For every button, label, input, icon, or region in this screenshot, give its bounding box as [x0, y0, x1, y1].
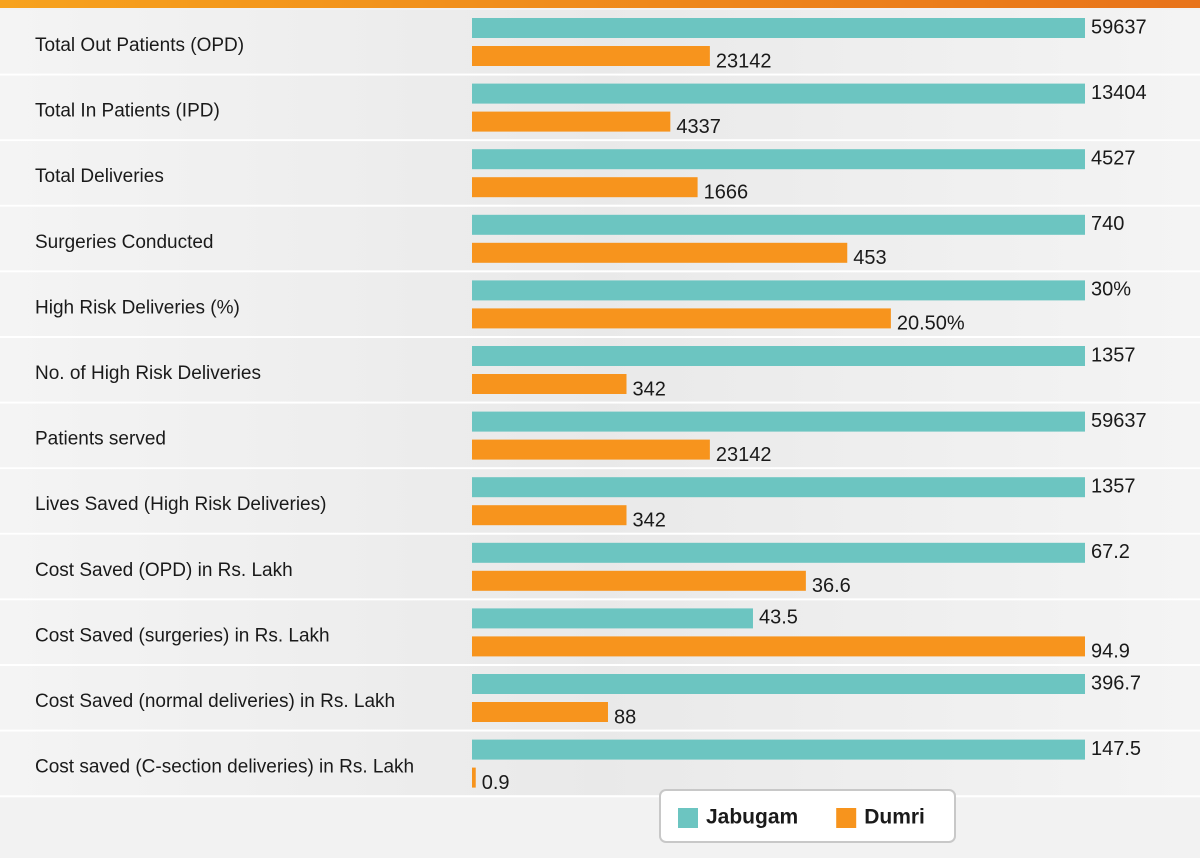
- bar: [472, 214, 1085, 235]
- bar: [472, 570, 806, 591]
- bar: [472, 346, 1085, 366]
- category-label: Cost saved (C-section deliveries) in Rs.…: [35, 757, 414, 778]
- bar: [472, 702, 608, 722]
- bar: [472, 83, 1085, 104]
- bar: [472, 505, 627, 526]
- category-label: Cost Saved (normal deliveries) in Rs. La…: [35, 691, 395, 712]
- bar: [472, 242, 848, 263]
- value-label: 23142: [716, 50, 772, 72]
- value-label: 342: [632, 378, 665, 400]
- category-label: Surgeries Conducted: [35, 232, 214, 253]
- bar: [472, 477, 1085, 498]
- legend-swatch: [678, 808, 698, 828]
- category-label: Cost Saved (surgeries) in Rs. Lakh: [35, 625, 330, 646]
- value-label: 20.50%: [897, 313, 965, 335]
- legend-label: Dumri: [864, 806, 925, 829]
- category-label: Patients served: [35, 429, 166, 450]
- bar: [472, 280, 1085, 301]
- value-label: 59637: [1091, 16, 1147, 38]
- value-label: 0.9: [482, 772, 510, 794]
- category-label: Total Out Patients (OPD): [35, 35, 244, 56]
- category-label: Lives Saved (High Risk Deliveries): [35, 494, 326, 515]
- bar: [472, 767, 476, 788]
- bar: [472, 46, 710, 66]
- bar: [472, 177, 698, 198]
- value-label: 23142: [716, 444, 772, 466]
- value-label: 94.9: [1091, 641, 1130, 663]
- value-label: 1357: [1091, 344, 1136, 366]
- bar: [472, 149, 1085, 170]
- bar: [472, 411, 1085, 432]
- bar: [472, 636, 1085, 657]
- category-label: Total In Patients (IPD): [35, 101, 220, 122]
- value-label: 4337: [676, 116, 721, 138]
- value-label: 30%: [1091, 279, 1131, 301]
- bar: [472, 374, 627, 394]
- bar: [472, 18, 1085, 38]
- bar: [472, 111, 671, 132]
- legend-box: [659, 789, 956, 843]
- bar: [472, 674, 1085, 694]
- value-label: 43.5: [759, 607, 798, 629]
- category-label: High Risk Deliveries (%): [35, 297, 240, 318]
- value-label: 1357: [1091, 475, 1136, 497]
- legend-label: Jabugam: [706, 806, 798, 829]
- value-label: 13404: [1091, 82, 1147, 104]
- value-label: 453: [853, 247, 886, 269]
- bar: [472, 608, 753, 629]
- value-label: 147.5: [1091, 738, 1141, 760]
- value-label: 88: [614, 706, 636, 728]
- bar: [472, 542, 1085, 563]
- value-label: 4527: [1091, 147, 1136, 169]
- category-label: No. of High Risk Deliveries: [35, 363, 261, 384]
- value-label: 396.7: [1091, 672, 1141, 694]
- value-label: 59637: [1091, 410, 1147, 432]
- category-label: Total Deliveries: [35, 166, 164, 187]
- legend-swatch: [836, 808, 857, 828]
- bar: [472, 739, 1085, 760]
- value-label: 67.2: [1091, 541, 1130, 563]
- value-label: 1666: [704, 181, 749, 203]
- value-label: 740: [1091, 213, 1124, 235]
- top-bar: [0, 0, 1200, 8]
- value-label: 342: [632, 509, 665, 531]
- bar: [472, 439, 710, 460]
- bar: [472, 308, 891, 329]
- category-label: Cost Saved (OPD) in Rs. Lakh: [35, 560, 293, 581]
- value-label: 36.6: [812, 575, 851, 597]
